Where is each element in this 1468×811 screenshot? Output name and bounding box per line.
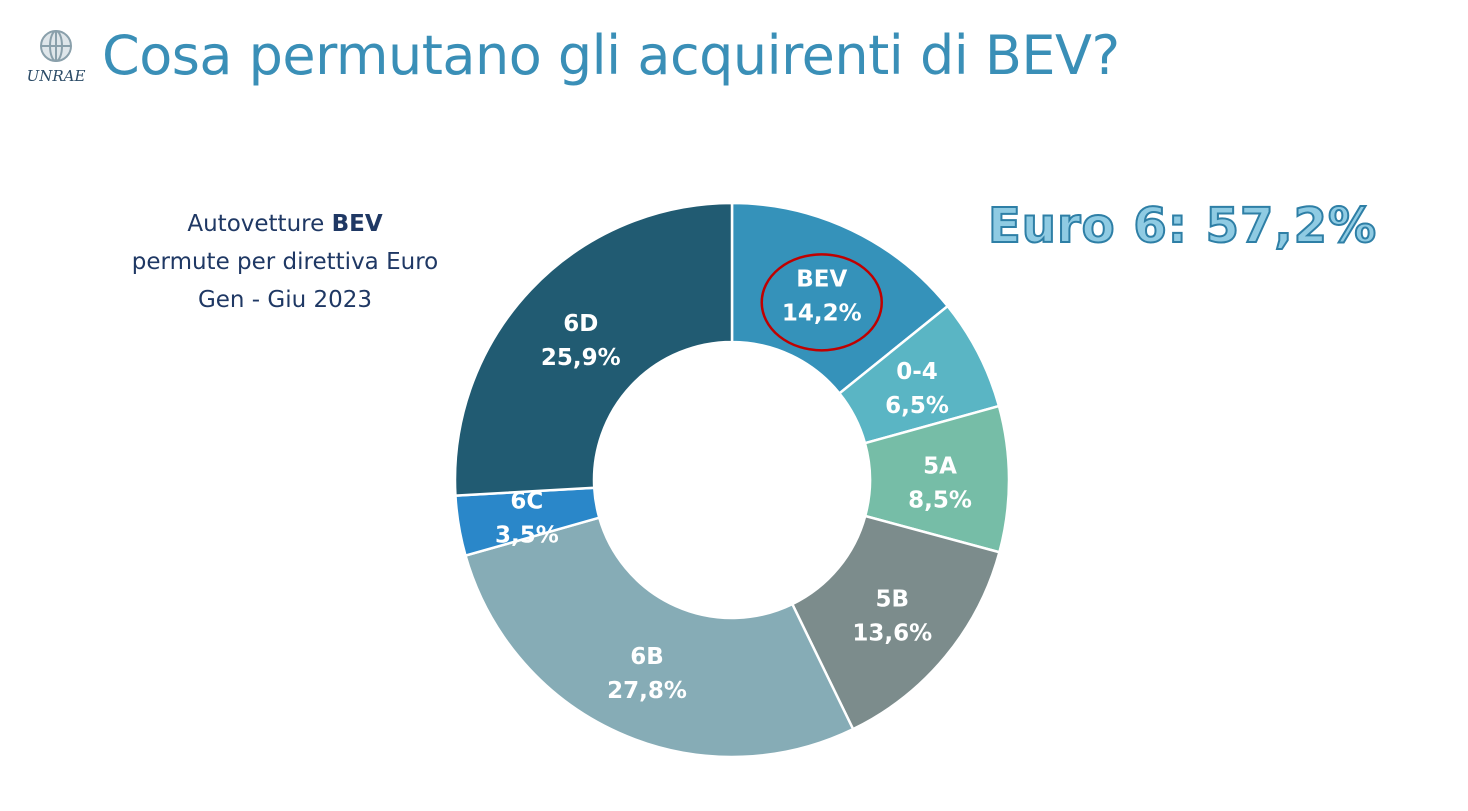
slice-value-label: 6,5% [885,393,949,419]
slice-value-label: 27,8% [607,678,687,704]
logo-text: UNRAE [27,67,86,85]
slice-value-label: 8,5% [908,487,972,513]
slice-value-label: 14,2% [782,300,862,326]
unrae-logo: UNRAE [27,30,86,85]
donut-slice-bev [730,201,950,396]
slice-category-label: 5A [923,453,957,479]
caption-line2: permute per direttiva Euro [131,249,439,275]
euro6-callout: Euro 6: 57,2% [987,197,1378,255]
caption-line3: Gen - Giu 2023 [197,287,373,313]
slice-category-label: 6B [630,644,664,670]
caption-line1-bold: BEV [331,211,383,237]
chart-caption: Autovetture BEV permute per direttiva Eu… [90,205,480,319]
slice-category-label: BEV [796,266,847,292]
page-title: Cosa permutano gli acquirenti di BEV? [102,24,1120,87]
donut-slice-6d [453,201,734,497]
highlight-ring [760,253,883,352]
donut-slice-5b [790,514,1001,731]
slice-category-label: 6D [563,311,598,337]
slice-category-label: 6C [510,488,543,514]
slice-value-label: 25,9% [541,345,621,371]
slice-category-label: 5B [875,587,909,613]
slice-value-label: 13,6% [852,621,932,647]
slice-value-label: 3,5% [495,522,559,548]
globe-icon [40,30,72,62]
slice-category-label: 0-4 [896,359,938,385]
caption-line1-prefix: Autovetture [187,211,332,237]
donut-slice-6b [463,516,855,759]
